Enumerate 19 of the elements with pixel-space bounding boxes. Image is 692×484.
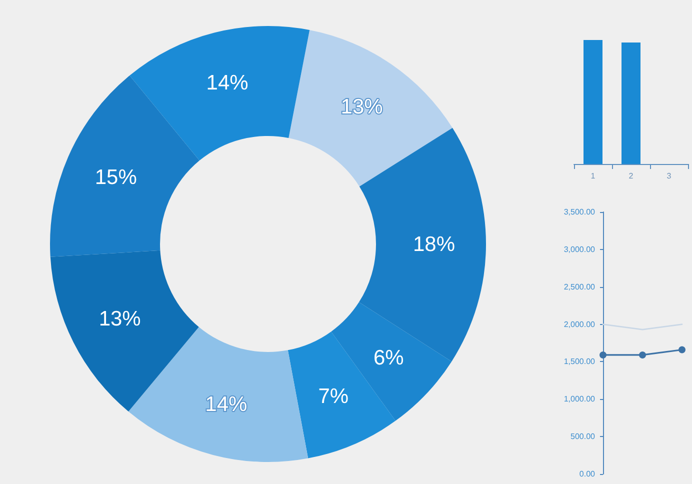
data-label: 15% <box>94 166 137 190</box>
data-label: 18% <box>412 233 456 256</box>
data-label: 6% <box>373 346 404 370</box>
y-tick-label: 1,500.00 <box>564 357 596 366</box>
x-tick-label: 2 <box>628 172 634 180</box>
y-tick-label: 500.00 <box>570 432 596 442</box>
y-tick-label: 3,000.00 <box>564 244 596 254</box>
x-tick-label: 1 <box>590 172 596 180</box>
data-label: 14% <box>206 72 248 95</box>
x-tick-label: 3 <box>666 172 672 180</box>
y-tick-label: 1,000.00 <box>564 394 596 404</box>
data-label: 13% <box>98 307 141 330</box>
data-label: 14% <box>205 393 248 416</box>
y-tick-label: 0.00 <box>579 470 596 478</box>
y-tick-label: 2,500.00 <box>564 282 596 292</box>
data-label: 7% <box>318 385 349 408</box>
y-tick-label: 3,500.00 <box>564 208 596 216</box>
data-label: 13% <box>340 96 383 119</box>
y-tick-label: 2,000.00 <box>564 320 596 329</box>
